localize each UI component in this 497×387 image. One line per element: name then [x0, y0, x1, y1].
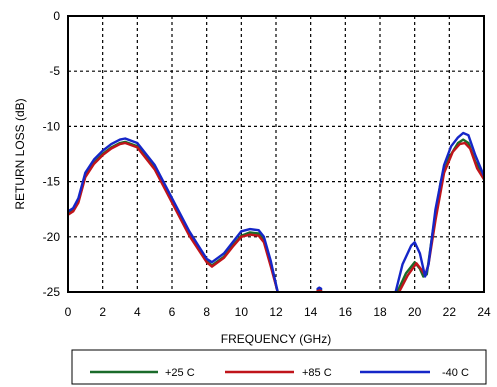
x-tick-label: 12 — [269, 305, 283, 319]
x-tick-label: 20 — [408, 305, 422, 319]
series-line-1 — [396, 138, 484, 292]
x-tick-label: 14 — [304, 305, 318, 319]
x-tick-label: 16 — [339, 305, 353, 319]
x-axis-label: FREQUENCY (GHz) — [221, 332, 331, 346]
y-tick-labels: 0 -5 -10 -15 -20 -25 — [43, 9, 61, 299]
grid-lines — [68, 16, 484, 292]
y-tick-label: -20 — [43, 230, 61, 244]
plot-frame — [67, 15, 485, 293]
x-tick-label: 18 — [373, 305, 387, 319]
series-group — [68, 131, 484, 292]
y-tick-label: -15 — [43, 175, 61, 189]
series-line-3 — [316, 286, 323, 290]
legend-label: +25 C — [165, 367, 195, 379]
series-line-3 — [68, 137, 279, 292]
y-tick-label: -25 — [43, 285, 61, 299]
legend-box — [71, 349, 487, 385]
x-tick-labels: 0 2 4 6 8 10 12 14 16 18 20 22 24 — [65, 305, 491, 319]
x-tick-label: 8 — [203, 305, 210, 319]
y-tick-label: -5 — [49, 64, 60, 78]
series-line-2 — [68, 141, 279, 292]
x-tick-label: 10 — [235, 305, 249, 319]
series-line-2 — [316, 288, 323, 292]
series-line-1 — [68, 140, 279, 292]
series-line-3 — [394, 131, 484, 292]
x-tick-label: 0 — [65, 305, 72, 319]
y-axis-label: RETURN LOSS (dB) — [13, 98, 27, 209]
y-tick-label: -10 — [43, 119, 61, 133]
legend-label: -40 C — [442, 367, 469, 379]
series-line-2 — [397, 141, 484, 292]
x-tick-label: 6 — [169, 305, 176, 319]
y-tick-label: 0 — [53, 9, 60, 23]
x-tick-label: 24 — [477, 305, 491, 319]
legend: +25 C +85 C -40 C — [90, 367, 469, 379]
x-tick-label: 22 — [443, 305, 457, 319]
x-tick-label: 4 — [134, 305, 141, 319]
x-tick-label: 2 — [99, 305, 106, 319]
legend-label: +85 C — [302, 367, 332, 379]
